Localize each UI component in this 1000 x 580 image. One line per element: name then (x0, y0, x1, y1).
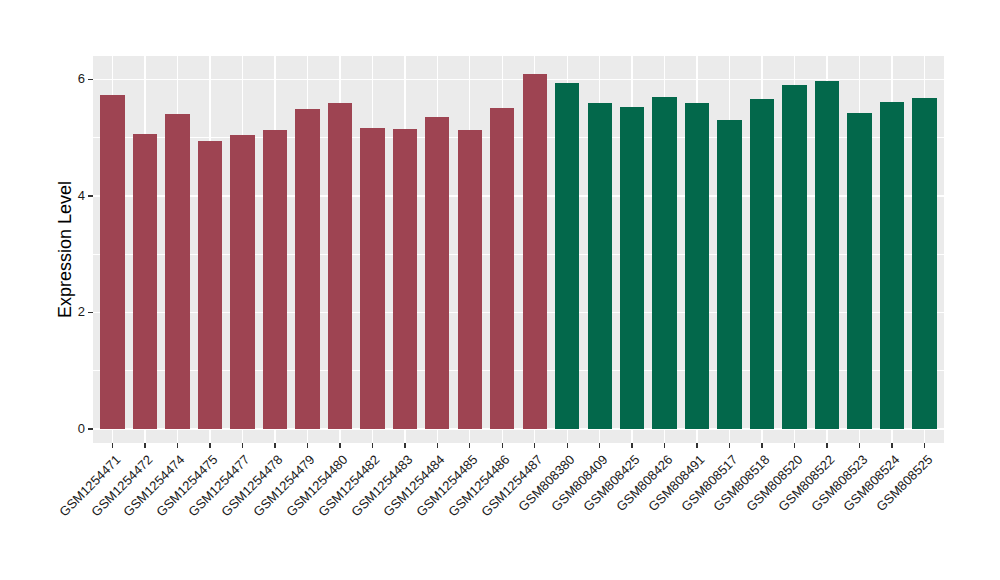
bar-GSM808380 (555, 83, 579, 429)
y-tick-label: 0 (45, 421, 85, 437)
x-tick-mark (826, 443, 827, 448)
x-tick-mark (112, 443, 113, 448)
bar-GSM1254472 (133, 134, 157, 429)
x-tick-mark (534, 443, 535, 448)
gridline-major (93, 79, 944, 80)
bar-GSM1254474 (165, 114, 189, 429)
bar-GSM808491 (685, 103, 709, 429)
y-tick-mark (88, 312, 93, 313)
bar-GSM808425 (620, 107, 644, 429)
x-tick-mark (242, 443, 243, 448)
x-tick-mark (891, 443, 892, 448)
bar-GSM1254477 (230, 135, 254, 429)
bar-GSM808525 (912, 98, 936, 429)
y-tick-mark (88, 195, 93, 196)
bar-GSM808517 (717, 120, 741, 429)
bar-GSM808523 (847, 113, 871, 429)
x-tick-mark (567, 443, 568, 448)
bar-GSM1254482 (360, 128, 384, 429)
bar-GSM808524 (880, 102, 904, 429)
bar-GSM1254486 (490, 108, 514, 429)
x-tick-mark (794, 443, 795, 448)
x-tick-mark (761, 443, 762, 448)
x-tick-mark (274, 443, 275, 448)
x-tick-mark (469, 443, 470, 448)
bar-GSM1254487 (523, 74, 547, 429)
bar-GSM1254475 (198, 141, 222, 429)
y-tick-mark (88, 428, 93, 429)
x-tick-mark (859, 443, 860, 448)
x-tick-mark (404, 443, 405, 448)
x-tick-mark (307, 443, 308, 448)
x-tick-mark (664, 443, 665, 448)
bar-GSM1254480 (328, 103, 352, 429)
y-tick-label: 4 (45, 188, 85, 204)
plot-panel (93, 56, 944, 443)
bar-GSM1254484 (425, 117, 449, 429)
x-tick-mark (631, 443, 632, 448)
bar-GSM808518 (750, 99, 774, 429)
y-tick-label: 2 (45, 304, 85, 320)
x-tick-mark (339, 443, 340, 448)
x-tick-mark (177, 443, 178, 448)
x-tick-mark (437, 443, 438, 448)
x-tick-mark (209, 443, 210, 448)
bar-GSM808520 (782, 85, 806, 429)
y-tick-mark (88, 79, 93, 80)
x-tick-mark (372, 443, 373, 448)
x-tick-mark (729, 443, 730, 448)
bar-GSM1254478 (263, 130, 287, 429)
bar-GSM1254471 (100, 95, 124, 429)
bar-GSM1254485 (458, 130, 482, 429)
x-tick-mark (696, 443, 697, 448)
bar-GSM808409 (588, 103, 612, 429)
x-tick-mark (599, 443, 600, 448)
x-tick-mark (144, 443, 145, 448)
bar-GSM808522 (815, 81, 839, 429)
x-tick-mark (924, 443, 925, 448)
x-tick-mark (502, 443, 503, 448)
bar-GSM808426 (652, 97, 676, 429)
bar-GSM1254479 (295, 109, 319, 429)
y-axis-title: Expression Level (55, 100, 76, 400)
y-tick-label: 6 (45, 71, 85, 87)
bar-GSM1254483 (393, 129, 417, 429)
expression-bar-chart: Expression Level 0246GSM1254471GSM125447… (0, 0, 1000, 580)
